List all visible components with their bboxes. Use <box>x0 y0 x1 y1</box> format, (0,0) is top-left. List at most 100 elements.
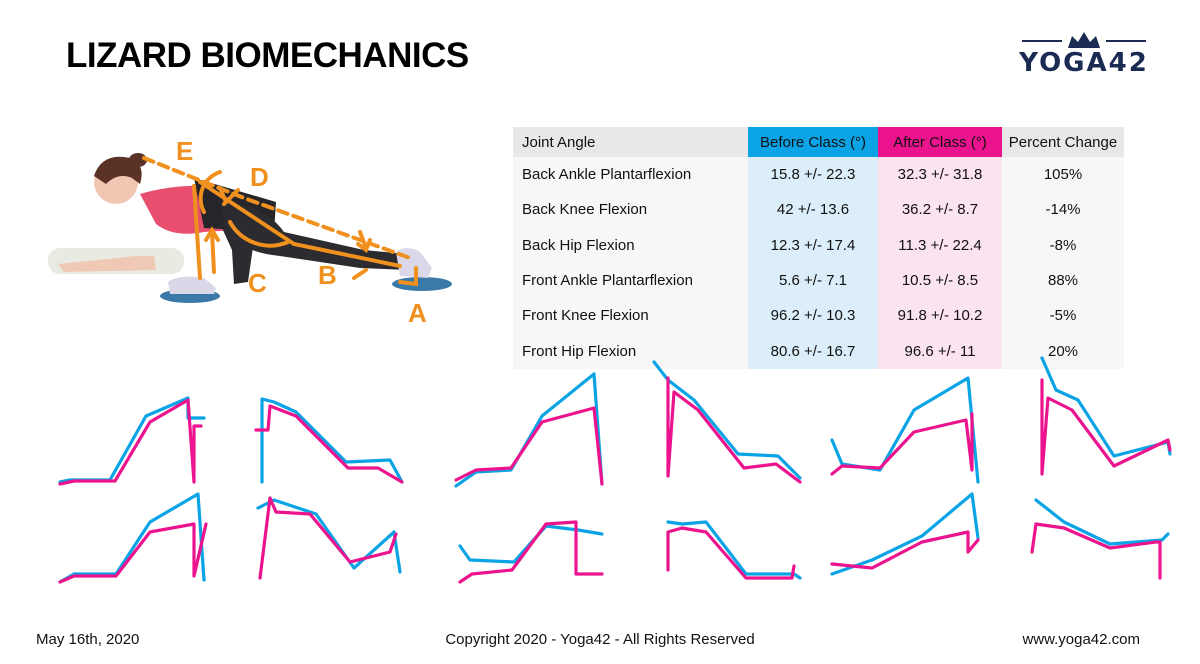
after-class-line <box>830 530 980 570</box>
header-after-class: After Class (°) <box>878 127 1002 157</box>
angle-arc-e <box>198 170 222 214</box>
back-disc <box>392 277 452 291</box>
trajectory-chart-9 <box>458 520 604 584</box>
after-class-line <box>58 398 203 486</box>
page-title: LIZARD BIOMECHANICS <box>66 36 469 75</box>
label-a: A <box>408 298 427 328</box>
back-leg-line <box>198 180 402 268</box>
table-row: Front Knee Flexion 96.2 +/- 10.3 91.8 +/- … <box>513 298 1124 334</box>
footer-website: www.yoga42.com <box>1022 631 1140 648</box>
percent-change-cell: 20% <box>1002 333 1124 369</box>
percent-change-cell: 105% <box>1002 157 1124 193</box>
before-class-line <box>256 498 402 574</box>
hair <box>94 156 142 184</box>
table-row: Back Hip Flexion 12.3 +/- 17.4 11.3 +/- 22… <box>513 227 1124 263</box>
table-row: Front Ankle Plantarflexion 5.6 +/- 7.1 10.… <box>513 262 1124 299</box>
table-row: Back Knee Flexion 42 +/- 13.6 36.2 +/- 8.7… <box>513 192 1124 228</box>
angle-arc-d <box>218 186 228 204</box>
before-class-line <box>830 376 980 484</box>
angle-arrow-c <box>204 226 220 274</box>
joint-name-cell: Front Knee Flexion <box>513 298 748 334</box>
spine-line <box>142 156 412 260</box>
after-class-cell: 32.3 +/- 31.8 <box>878 157 1002 193</box>
after-class-line <box>254 404 404 484</box>
trajectory-chart-1 <box>58 396 206 486</box>
before-class-line <box>58 492 206 584</box>
angle-arrow-d <box>222 188 240 206</box>
trajectory-chart-3 <box>454 372 604 488</box>
table-header-row: Joint Angle Before Class (°) After Class… <box>513 127 1124 157</box>
before-class-line <box>1040 356 1172 458</box>
before-class-cell: 80.6 +/- 16.7 <box>748 333 878 369</box>
after-class-line <box>830 412 974 476</box>
before-class-cell: 12.3 +/- 17.4 <box>748 227 878 263</box>
trajectory-chart-8 <box>256 496 402 580</box>
before-class-line <box>1034 498 1170 546</box>
angle-arrow-b-bottom <box>352 268 368 280</box>
label-c: C <box>248 268 267 298</box>
trajectory-chart-4 <box>652 360 802 484</box>
joint-name-cell: Back Ankle Plantarflexion <box>513 157 748 193</box>
footer-copyright: Copyright 2020 - Yoga42 - All Rights Res… <box>445 631 755 648</box>
angle-arc-c <box>228 220 290 248</box>
forearm <box>58 256 156 272</box>
trajectory-chart-11 <box>830 492 980 576</box>
after-class-line <box>666 526 796 580</box>
label-b: B <box>318 260 337 290</box>
before-class-line <box>260 397 404 484</box>
angle-arc-a <box>398 266 418 287</box>
after-class-line <box>666 376 802 484</box>
label-e: E <box>176 136 193 166</box>
logo-text: YOGA42 <box>1019 48 1149 78</box>
header-before-class: Before Class (°) <box>748 127 878 157</box>
trajectory-chart-7 <box>58 492 208 584</box>
label-d: D <box>250 162 269 192</box>
after-class-line <box>458 520 604 584</box>
before-class-line <box>458 524 604 564</box>
before-class-line <box>830 492 980 576</box>
percent-change-cell: -5% <box>1002 298 1124 334</box>
percent-change-cell: -8% <box>1002 227 1124 263</box>
logo-emblem-icon <box>1022 32 1146 48</box>
percent-change-cell: -14% <box>1002 192 1124 228</box>
before-class-cell: 15.8 +/- 22.3 <box>748 157 878 193</box>
before-class-line <box>652 360 802 480</box>
after-class-line <box>454 406 604 486</box>
percent-change-cell: 88% <box>1002 262 1124 299</box>
lizard-pose-illustration: E D C B A <box>48 136 452 328</box>
after-class-line <box>58 522 208 584</box>
trajectory-chart-6 <box>1040 356 1172 476</box>
after-class-cell: 96.6 +/- 11 <box>878 333 1002 369</box>
joint-name-cell: Front Ankle Plantarflexion <box>513 262 748 299</box>
front-leg <box>222 228 254 284</box>
table-row: Front Hip Flexion 80.6 +/- 16.7 96.6 +/- 1… <box>513 333 1124 369</box>
footer-date: May 16th, 2020 <box>36 631 140 648</box>
after-class-line <box>1030 522 1162 580</box>
before-class-line <box>58 396 206 484</box>
yoga42-logo: YOGA42 <box>1018 30 1150 78</box>
after-class-line <box>1040 378 1172 476</box>
angle-arrow-b-top <box>356 230 372 254</box>
after-class-cell: 10.5 +/- 8.5 <box>878 262 1002 299</box>
before-class-cell: 96.2 +/- 10.3 <box>748 298 878 334</box>
front-shin-line <box>192 184 202 280</box>
table-row: Back Ankle Plantarflexion 15.8 +/- 22.3 32… <box>513 157 1124 193</box>
after-class-line <box>258 496 398 580</box>
joint-name-cell: Back Knee Flexion <box>513 192 748 228</box>
after-class-cell: 11.3 +/- 22.4 <box>878 227 1002 263</box>
trajectory-chart-10 <box>666 520 802 580</box>
joint-name-cell: Front Hip Flexion <box>513 333 748 369</box>
before-class-cell: 5.6 +/- 7.1 <box>748 262 878 299</box>
before-class-line <box>454 372 604 488</box>
before-class-line <box>666 520 802 580</box>
trajectory-chart-5 <box>830 376 980 484</box>
front-shoe <box>168 276 216 294</box>
trajectory-chart-12 <box>1030 498 1170 580</box>
after-class-cell: 36.2 +/- 8.7 <box>878 192 1002 228</box>
after-class-cell: 91.8 +/- 10.2 <box>878 298 1002 334</box>
joint-angle-table: Joint Angle Before Class (°) After Class… <box>513 127 1124 369</box>
before-class-cell: 42 +/- 13.6 <box>748 192 878 228</box>
header-percent-change: Percent Change <box>1002 127 1124 157</box>
joint-name-cell: Back Hip Flexion <box>513 227 748 263</box>
trajectory-chart-2 <box>254 397 404 484</box>
